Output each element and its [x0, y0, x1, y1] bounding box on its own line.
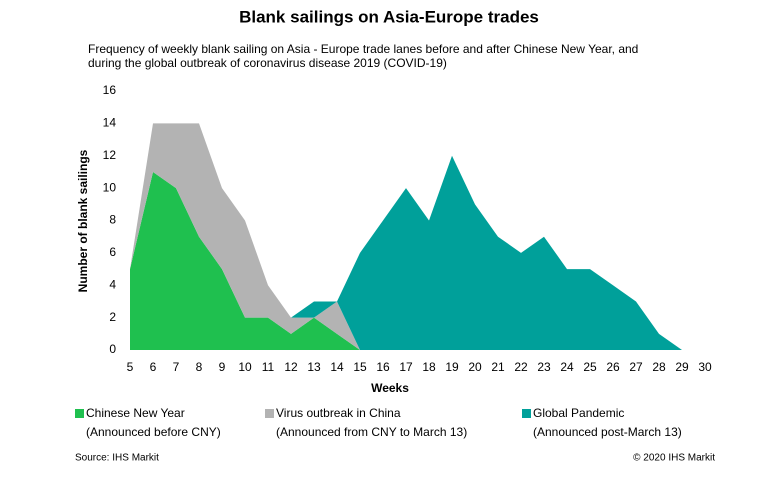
x-tick-label: 6 — [150, 360, 157, 374]
y-tick-label: 6 — [109, 245, 116, 259]
x-axis-label: Weeks — [371, 381, 409, 395]
chart-subtitle: Frequency of weekly blank sailing on Asi… — [88, 42, 639, 70]
copyright: © 2020 IHS Markit — [633, 453, 715, 464]
x-tick-label: 25 — [583, 360, 597, 374]
y-tick-label: 4 — [109, 277, 116, 291]
y-tick-label: 0 — [109, 342, 116, 356]
x-tick-label: 12 — [284, 360, 298, 374]
x-tick-label: 14 — [330, 360, 344, 374]
chart-title: Blank sailings on Asia-Europe trades — [239, 7, 539, 26]
x-tick-label: 22 — [514, 360, 528, 374]
area — [130, 123, 682, 350]
x-tick-label: 10 — [238, 360, 252, 374]
legend-description: (Announced from CNY to March 13) — [276, 425, 467, 439]
y-tick-label: 10 — [103, 180, 117, 194]
x-tick-label: 21 — [491, 360, 505, 374]
x-tick-label: 23 — [537, 360, 551, 374]
x-tick-label: 19 — [445, 360, 459, 374]
y-tick-label: 14 — [103, 116, 117, 130]
area — [130, 123, 682, 350]
x-tick-label: 16 — [376, 360, 390, 374]
legend-description: (Announced before CNY) — [86, 425, 221, 439]
x-tick-label: 20 — [468, 360, 482, 374]
x-tick-label: 5 — [127, 360, 134, 374]
y-tick-label: 8 — [109, 213, 116, 227]
x-tick-label: 18 — [422, 360, 436, 374]
x-tick-label: 28 — [652, 360, 666, 374]
x-tick-label: 26 — [606, 360, 620, 374]
x-tick-label: 8 — [196, 360, 203, 374]
legend-description: (Announced post-March 13) — [533, 425, 682, 439]
area — [130, 171, 682, 350]
source: Source: IHS Markit — [75, 453, 159, 464]
x-tick-label: 27 — [629, 360, 643, 374]
x-tick-label: 7 — [173, 360, 180, 374]
legend-swatch — [75, 409, 84, 418]
y-tick-label: 2 — [109, 310, 116, 324]
legend-label: Virus outbreak in China — [276, 406, 401, 420]
legend-label: Chinese New Year — [86, 406, 185, 420]
y-axis-label: Number of blank sailings — [76, 149, 90, 292]
x-tick-label: 15 — [353, 360, 367, 374]
x-tick-label: 29 — [675, 360, 689, 374]
legend-swatch — [265, 409, 274, 418]
x-tick-label: 17 — [399, 360, 413, 374]
x-tick-label: 30 — [698, 360, 712, 374]
x-tick-label: 9 — [219, 360, 226, 374]
legend-label: Global Pandemic — [533, 406, 624, 420]
y-tick-label: 12 — [103, 148, 117, 162]
x-tick-label: 24 — [560, 360, 574, 374]
x-tick-label: 11 — [262, 360, 275, 374]
x-tick-label: 13 — [307, 360, 321, 374]
legend-swatch — [522, 409, 531, 418]
y-tick-label: 16 — [103, 83, 117, 97]
